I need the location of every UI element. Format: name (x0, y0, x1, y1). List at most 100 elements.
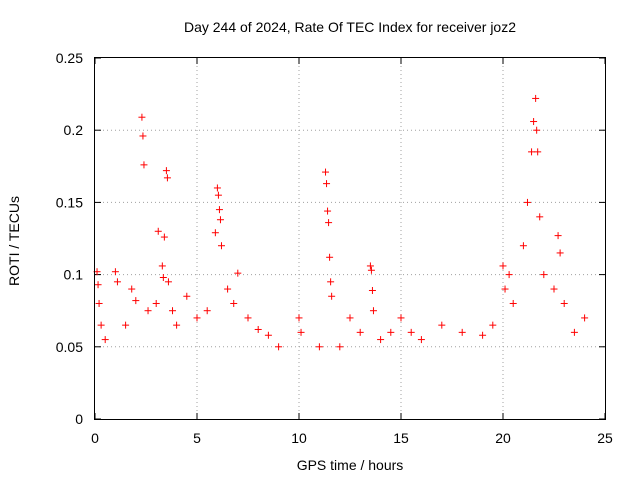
data-point (97, 321, 105, 329)
data-point (214, 191, 222, 199)
data-point (509, 299, 517, 307)
data-point (533, 126, 541, 134)
data-point (275, 343, 283, 351)
data-point (367, 266, 375, 274)
data-point (193, 314, 201, 322)
data-point (570, 328, 578, 336)
y-tick-label: 0.2 (64, 122, 84, 138)
data-point (366, 262, 374, 270)
y-tick-label: 0.1 (64, 267, 84, 283)
data-point (234, 269, 242, 277)
data-point (581, 314, 589, 322)
data-point (530, 118, 538, 126)
data-point (215, 206, 223, 214)
data-point (152, 299, 160, 307)
data-point (140, 161, 148, 169)
data-point (356, 328, 364, 336)
data-point (323, 180, 331, 188)
data-point (158, 262, 166, 270)
data-point (536, 213, 544, 221)
data-point (217, 242, 225, 250)
data-point (203, 307, 211, 315)
data-point (111, 268, 119, 276)
chart-title: Day 244 of 2024, Rate Of TEC Index for r… (184, 19, 516, 35)
data-point (173, 321, 181, 329)
data-point (324, 207, 332, 215)
data-point (325, 219, 333, 227)
data-point (183, 292, 191, 300)
data-point (501, 285, 509, 293)
data-point (295, 314, 303, 322)
y-tick-label: 0.25 (56, 50, 83, 66)
data-point (213, 184, 221, 192)
data-point (519, 242, 527, 250)
data-point (322, 168, 330, 176)
data-point (397, 314, 405, 322)
data-point (377, 336, 385, 344)
x-tick-label: 15 (393, 430, 409, 446)
data-point (505, 271, 513, 279)
y-tick-label: 0.15 (56, 194, 83, 210)
data-point (101, 336, 109, 344)
data-point (540, 271, 548, 279)
data-point (550, 285, 558, 293)
x-tick-label: 20 (495, 430, 511, 446)
data-point (144, 307, 152, 315)
data-point (169, 307, 177, 315)
data-point (528, 148, 536, 156)
data-point (132, 297, 140, 305)
data-point (346, 314, 354, 322)
data-point (479, 331, 487, 339)
data-point (387, 328, 395, 336)
data-point (523, 198, 531, 206)
data-point (139, 132, 147, 140)
data-point (216, 216, 224, 224)
data-point (244, 314, 252, 322)
x-tick-label: 25 (597, 430, 613, 446)
x-tick-label: 5 (193, 430, 201, 446)
data-point (326, 253, 334, 261)
data-point (336, 343, 344, 351)
y-tick-label: 0.05 (56, 339, 83, 355)
data-point (128, 285, 136, 293)
data-point (438, 321, 446, 329)
x-tick-label: 10 (291, 430, 307, 446)
data-point (556, 249, 564, 257)
data-point (94, 281, 102, 289)
data-point (95, 299, 103, 307)
data-point (328, 292, 336, 300)
data-point (534, 148, 542, 156)
data-point (315, 343, 323, 351)
data-point (163, 174, 171, 182)
data-point (122, 321, 130, 329)
data-point (489, 321, 497, 329)
data-point (368, 286, 376, 294)
data-point (254, 325, 262, 333)
data-point (160, 233, 168, 241)
data-point (407, 328, 415, 336)
data-point (369, 307, 377, 315)
data-point (211, 229, 219, 237)
data-point (297, 328, 305, 336)
y-axis-label: ROTI / TECUs (6, 196, 22, 286)
data-point (113, 278, 121, 286)
y-tick-label: 0 (75, 411, 83, 427)
data-point (154, 227, 162, 235)
data-point (417, 336, 425, 344)
data-point (159, 273, 167, 281)
data-point (264, 331, 272, 339)
data-point (560, 299, 568, 307)
x-tick-label: 0 (91, 430, 99, 446)
data-point (327, 278, 335, 286)
data-point (554, 232, 562, 240)
data-point (164, 278, 172, 286)
plot-frame (94, 57, 606, 420)
data-point (532, 94, 540, 102)
axis-ticks: 0 5 10 15 20 25 0 0.05 0.1 0.15 0.2 0.25 (56, 50, 613, 446)
data-point (499, 262, 507, 270)
data-point (224, 285, 232, 293)
data-point (138, 113, 146, 121)
data-point (230, 299, 238, 307)
grid-lines (95, 58, 605, 419)
